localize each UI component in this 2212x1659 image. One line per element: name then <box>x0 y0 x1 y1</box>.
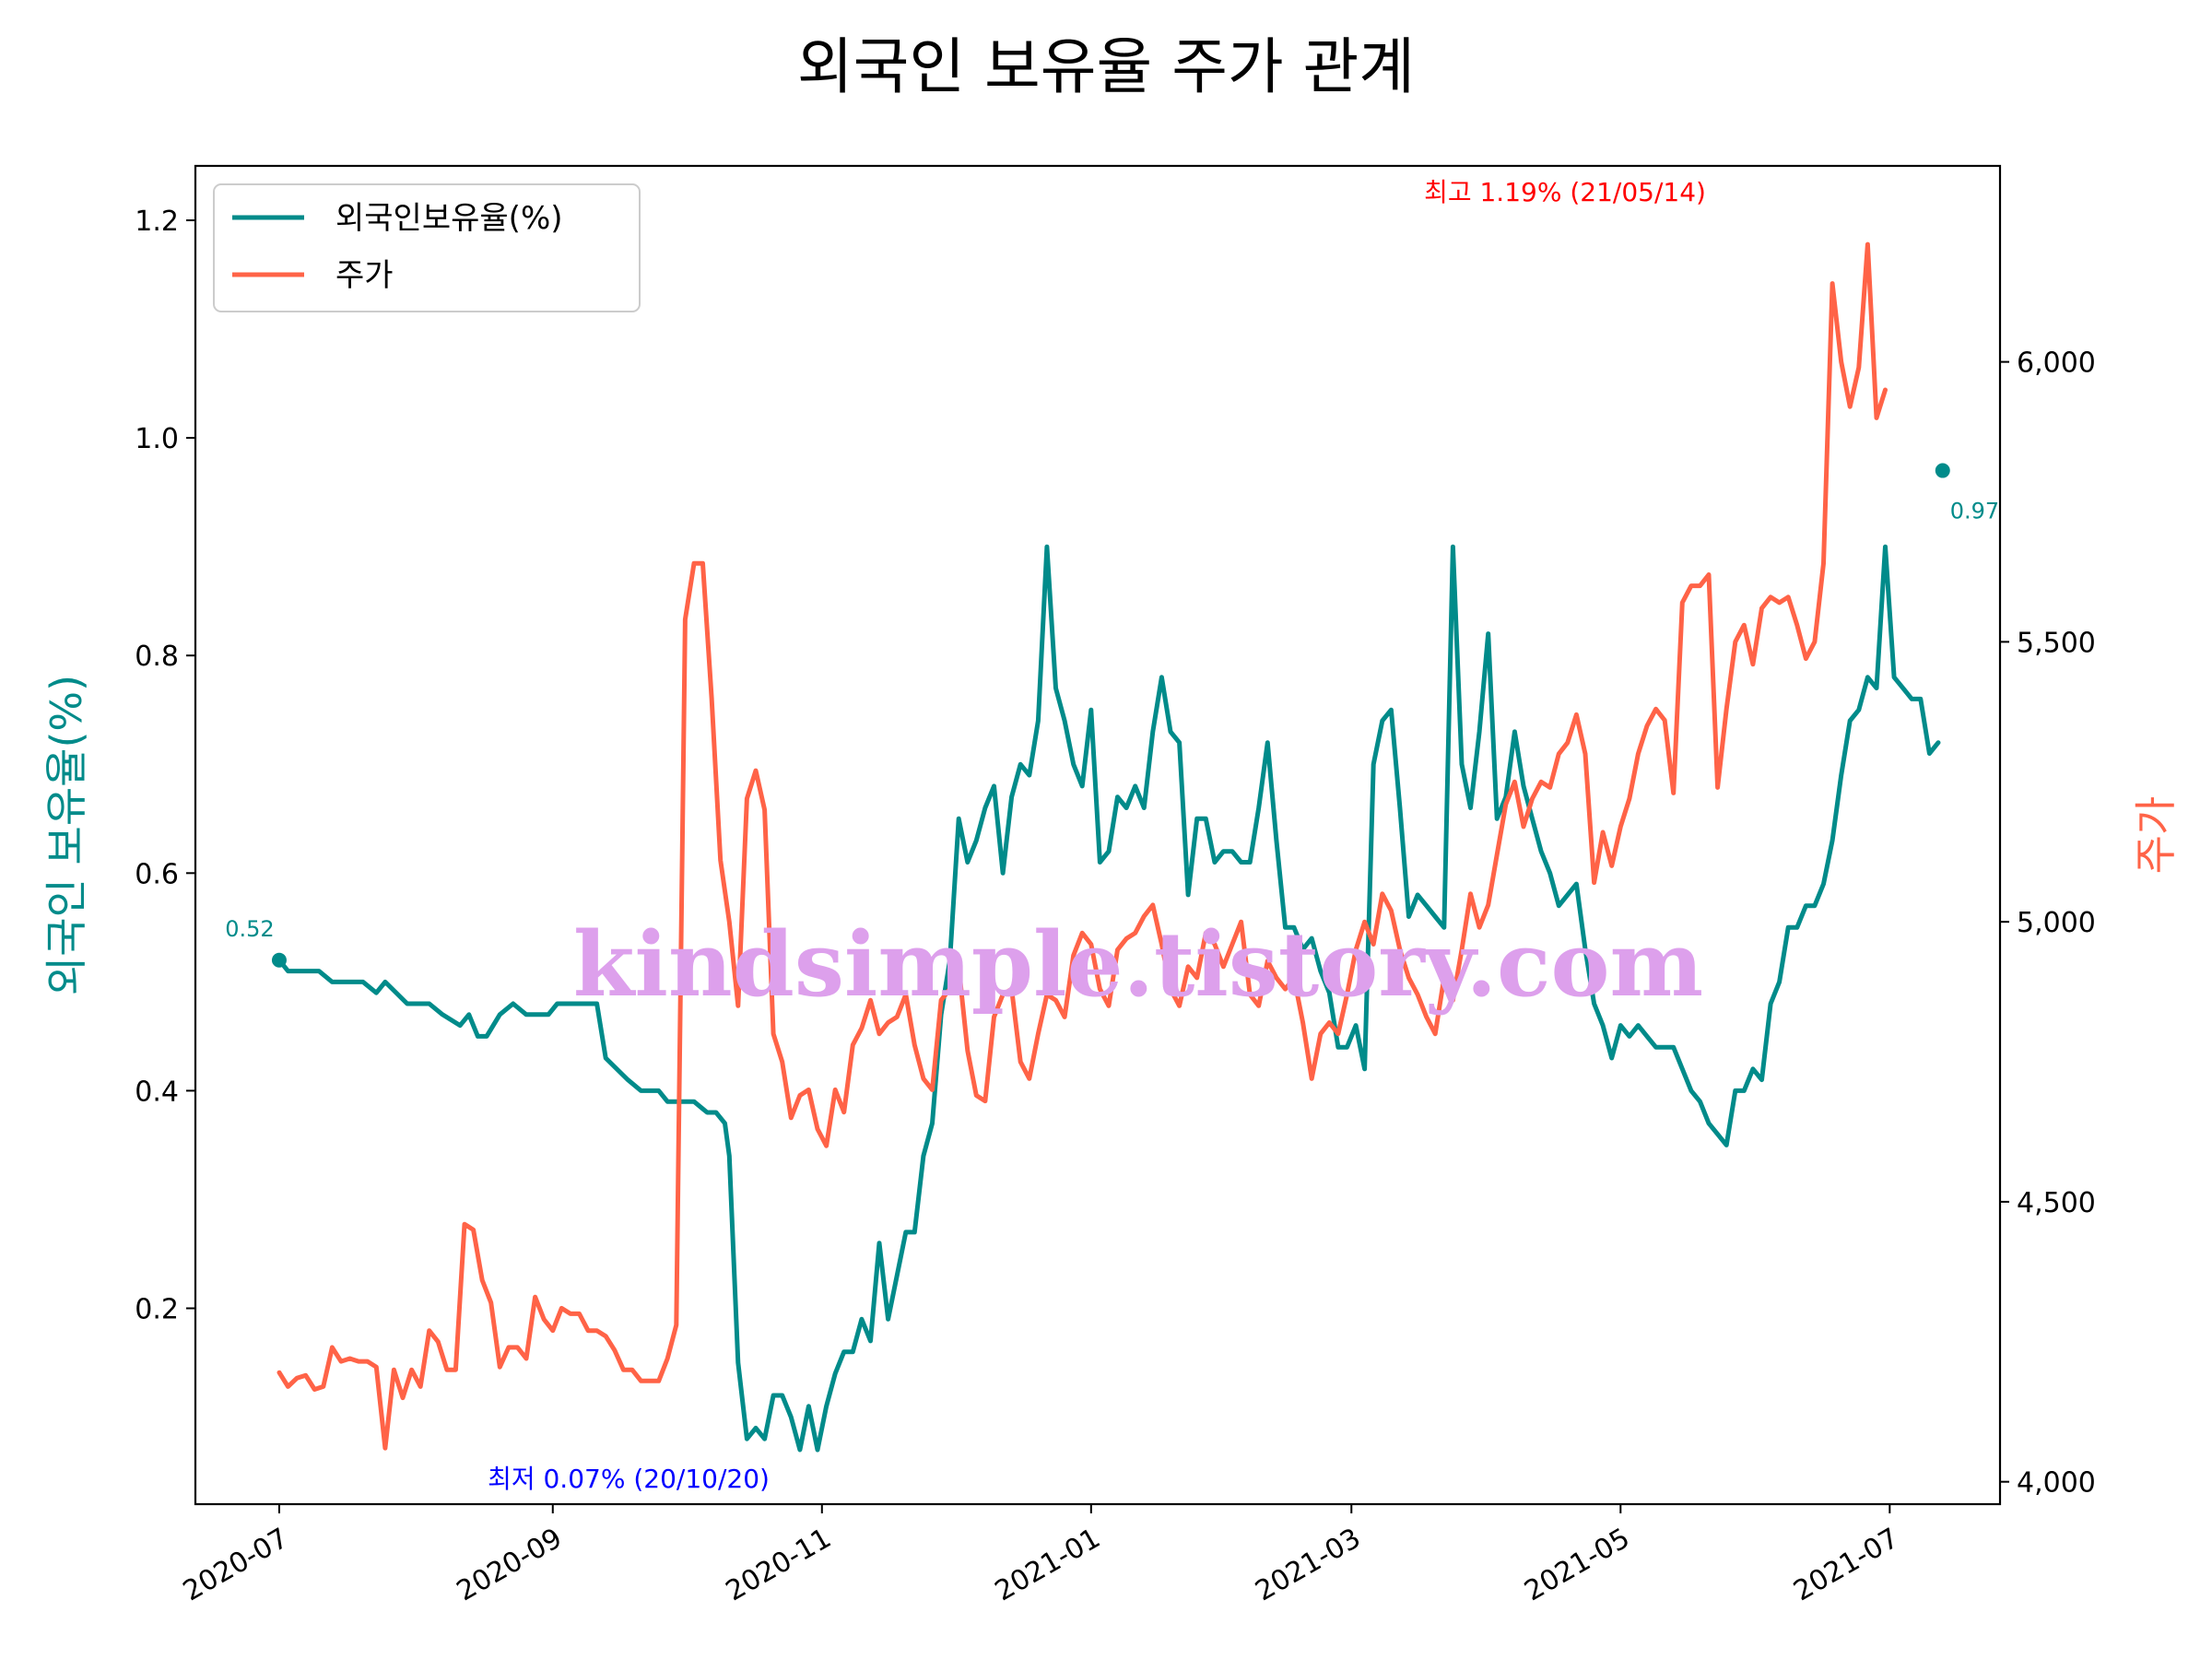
y-left-axis-ticks: 0.2 0.4 0.6 0.8 1.0 1.2 <box>135 206 195 1326</box>
legend-label-ratio: 외국인보유율(%) <box>335 200 563 237</box>
x-tick-label: 2021-05 <box>1519 1522 1635 1607</box>
y-left-tick-label: 0.6 <box>135 858 179 890</box>
ratio-start-label: 0.52 <box>225 916 274 942</box>
ratio-start-marker <box>271 952 287 968</box>
series-line-price <box>276 241 1888 1451</box>
y-right-tick-label: 6,000 <box>2017 347 2096 380</box>
x-tick-label: 2021-03 <box>1250 1522 1366 1607</box>
ratio-end-label: 0.97 <box>1950 499 1999 524</box>
legend-label-price: 주가 <box>335 257 394 294</box>
plot-frame <box>194 164 2002 1506</box>
min-annotation: 최저 0.07% (20/10/20) <box>488 1464 770 1494</box>
x-tick-label: 2020-07 <box>178 1522 294 1607</box>
y-right-axis-ticks: 4,000 4,500 5,000 5,500 6,000 <box>2000 347 2096 1500</box>
x-tick-label: 2021-01 <box>990 1522 1106 1607</box>
y-left-tick-label: 1.2 <box>135 206 179 238</box>
y-left-tick-label: 1.0 <box>135 423 179 455</box>
x-axis-ticks: 2020-07 2020-09 2020-11 2021-01 2021-03 2021-… <box>178 1504 1904 1607</box>
watermark: kindsimple.tistory.com <box>573 912 1703 1017</box>
x-tick-label: 2020-09 <box>452 1522 568 1607</box>
y-left-axis-title: 외국인 보유율(%) <box>41 675 91 995</box>
x-tick-label: 2021-07 <box>1788 1522 1904 1607</box>
y-right-tick-label: 4,000 <box>2017 1467 2096 1500</box>
ratio-end-marker <box>1935 463 1950 478</box>
series-ratio-line-group <box>276 544 1941 1453</box>
series-line-ratio <box>276 544 1941 1453</box>
y-right-tick-label: 5,500 <box>2017 627 2096 659</box>
series-price-line-group <box>276 241 1888 1451</box>
legend: 외국인보유율(%) 주가 <box>213 183 641 312</box>
y-right-axis-title: 주가 <box>2131 796 2181 875</box>
y-left-tick-label: 0.8 <box>135 641 179 673</box>
y-left-tick-label: 0.2 <box>135 1294 179 1326</box>
chart-title: 외국인 보유율 주가 관계 <box>797 31 1415 102</box>
y-right-tick-label: 4,500 <box>2017 1187 2096 1219</box>
x-tick-label: 2020-11 <box>721 1522 837 1607</box>
max-annotation: 최고 1.19% (21/05/14) <box>1424 177 1706 207</box>
y-right-tick-label: 5,000 <box>2017 907 2096 939</box>
y-left-tick-label: 0.4 <box>135 1076 179 1108</box>
legend-box <box>213 183 641 312</box>
